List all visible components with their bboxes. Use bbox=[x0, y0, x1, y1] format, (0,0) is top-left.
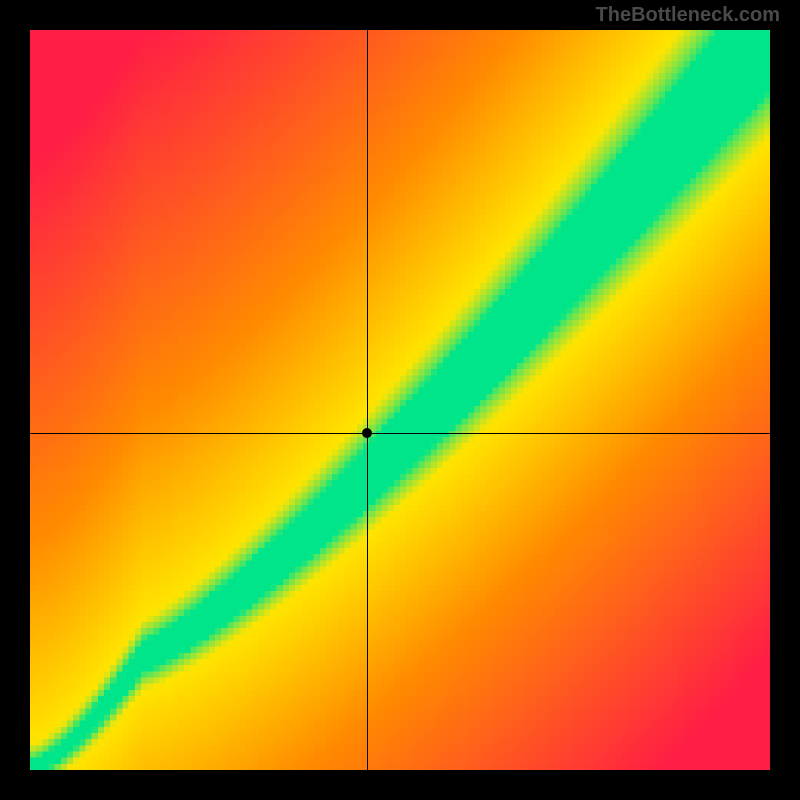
crosshair-vertical bbox=[367, 30, 368, 770]
crosshair-marker bbox=[362, 428, 372, 438]
chart-container: TheBottleneck.com bbox=[0, 0, 800, 800]
heatmap-canvas bbox=[30, 30, 770, 770]
crosshair-horizontal bbox=[30, 433, 770, 434]
plot-area bbox=[30, 30, 770, 770]
watermark-text: TheBottleneck.com bbox=[596, 4, 780, 27]
